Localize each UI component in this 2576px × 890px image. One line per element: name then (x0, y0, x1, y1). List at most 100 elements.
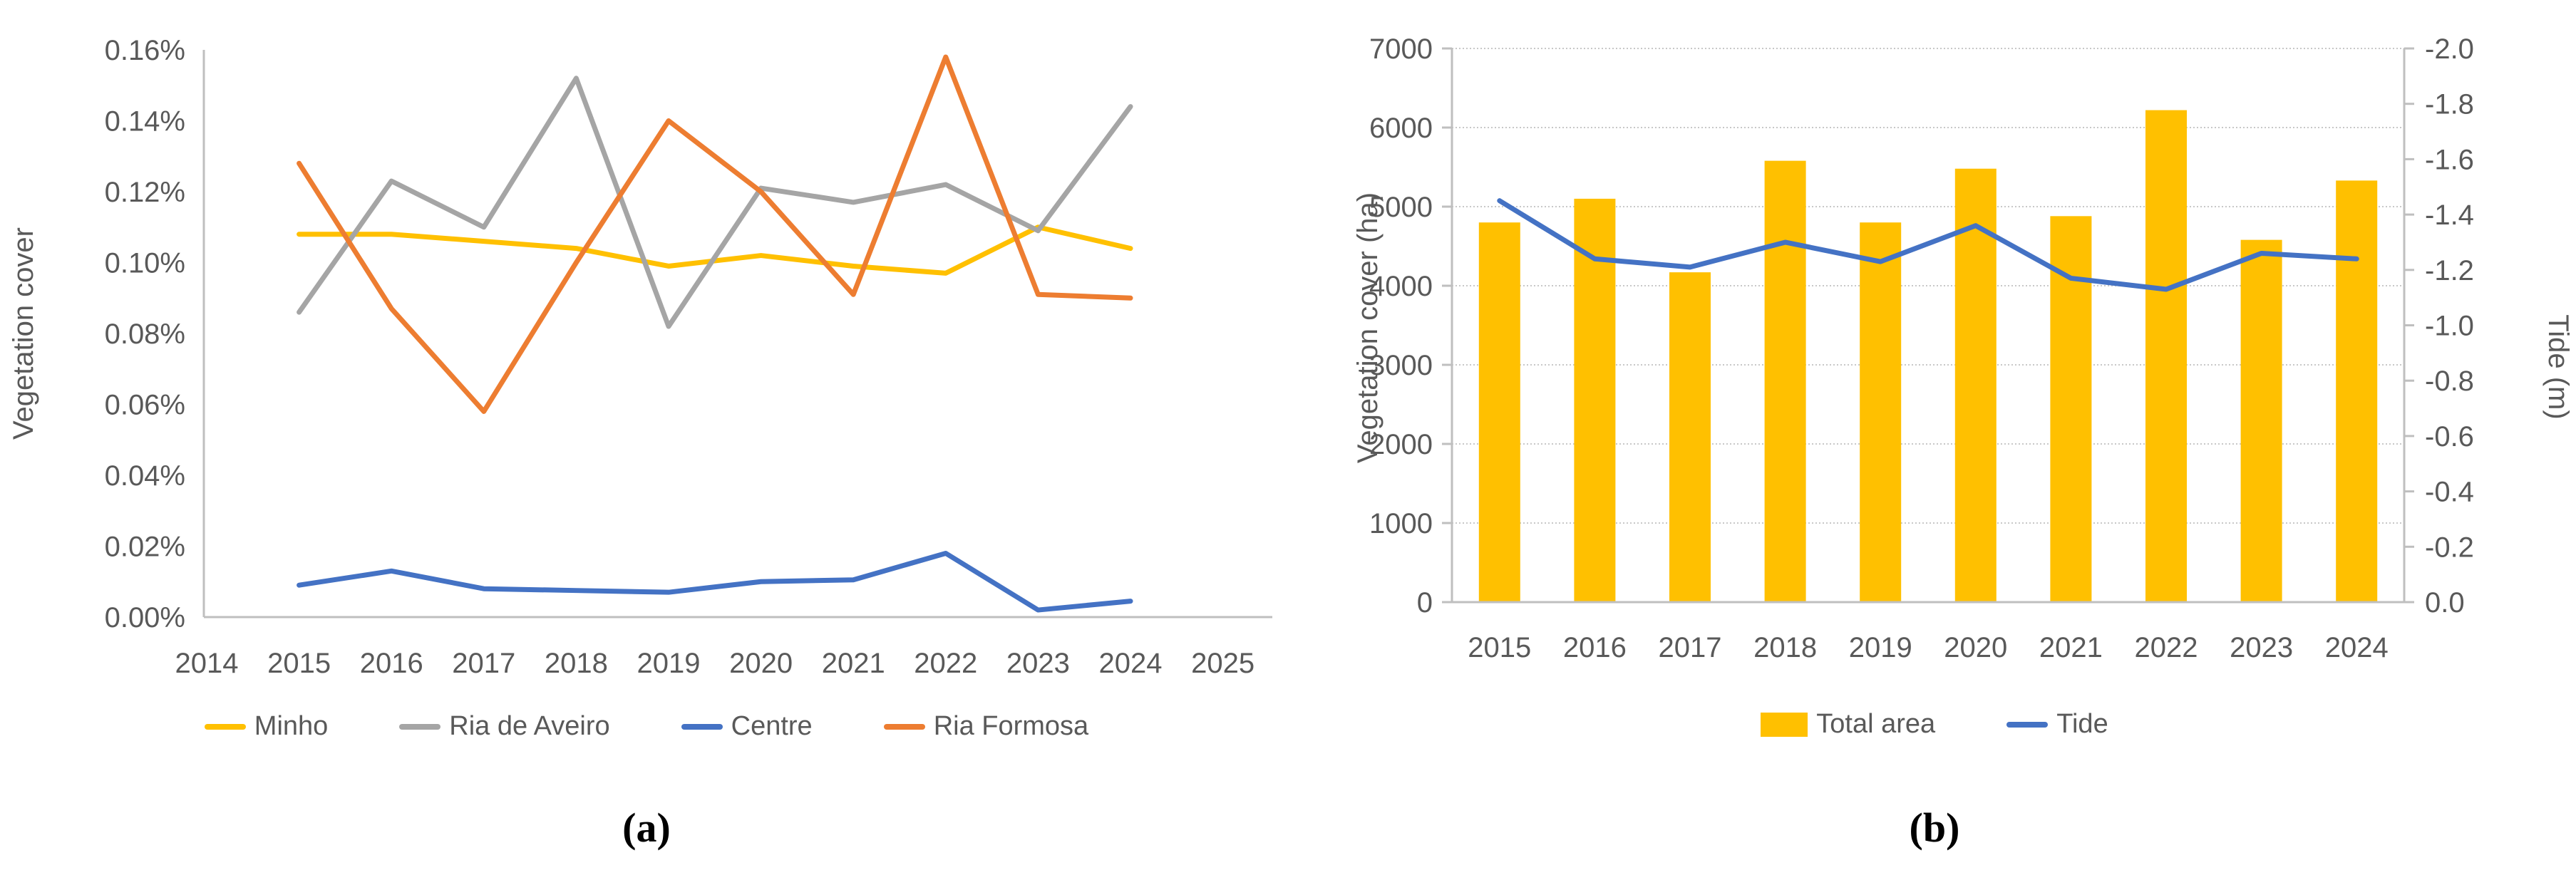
chart-b-plot: 7000 6000 5000 4000 3000 2000 1000 0 -2.0 -1.8 -1.… (1352, 33, 2574, 663)
right-axis-tick-label: -1.4 (2425, 200, 2474, 231)
x-axis-tick-label: 2015 (1468, 632, 1531, 663)
x-axis-tick-label: 2024 (2325, 632, 2389, 663)
bar-total-area (2145, 110, 2187, 602)
bar-total-area (1574, 198, 1616, 602)
legend-label: Ria Formosa (933, 711, 1089, 741)
x-axis-tick-label: 2016 (360, 648, 423, 679)
chart-b-tick-labels-group: 7000 6000 5000 4000 3000 2000 1000 0 -2.0 -1.8 -1.… (1369, 33, 2474, 663)
y-axis-tick-label: 0.12% (105, 177, 185, 208)
legend-label: Centre (731, 711, 813, 741)
x-axis-tick-label: 2020 (1944, 632, 2007, 663)
legend-item-total-area: Total area (1761, 709, 1935, 740)
right-axis-tick-label: -1.6 (2425, 144, 2474, 175)
chart-b-right-axis-title: Tide (m) (2542, 314, 2574, 419)
left-axis-tick-label: 5000 (1369, 192, 1433, 223)
left-axis-tick-label: 3000 (1369, 350, 1433, 381)
x-axis-tick-label: 2016 (1563, 632, 1627, 663)
chart-a-axes-group (202, 50, 1272, 619)
series-line-minho (297, 224, 1133, 276)
series-line-centre (297, 550, 1133, 613)
right-axis-tick-label: -0.6 (2425, 421, 2474, 452)
bar-total-area (2240, 239, 2282, 602)
left-axis-tick-label: 2000 (1369, 429, 1433, 460)
legend-item-ria-de-aveiro: Ria de Aveiro (399, 711, 610, 742)
right-axis-tick-label: -1.8 (2425, 89, 2474, 120)
legend-item-minho: Minho (204, 711, 329, 742)
total-area-swatch-icon (1761, 712, 1808, 737)
right-axis-tick-label: 0.0 (2425, 587, 2465, 619)
ria-formosa-swatch-icon (883, 723, 925, 730)
chart-b-line-group (1497, 198, 2359, 292)
legend-item-ria-formosa: Ria Formosa (883, 711, 1089, 742)
legend-label: Total area (1816, 709, 1936, 739)
legend-item-centre: Centre (681, 711, 813, 742)
chart-a-tick-labels-group: 0.16% 0.14% 0.12% 0.10% 0.08% 0.06% 0.04% 0.02%… (105, 35, 1255, 679)
y-axis-tick-label: 0.14% (105, 106, 185, 138)
chart-a-legend: Minho Ria de Aveiro Centre Ria Formosa (0, 711, 1293, 742)
x-axis-tick-label: 2018 (545, 648, 608, 679)
right-axis-tick-label: -0.2 (2425, 532, 2474, 563)
bar-total-area (1860, 222, 1902, 602)
x-axis-tick-label: 2022 (2135, 632, 2198, 663)
y-axis-tick-label: 0.10% (105, 248, 185, 279)
chart-b-left-axis-title: Vegetation cover (ha) (1352, 192, 1384, 463)
legend-label: Ria de Aveiro (449, 711, 610, 741)
left-axis-tick-label: 7000 (1369, 33, 1433, 65)
right-axis-tick-label: -1.2 (2425, 255, 2474, 286)
x-axis-tick-label: 2020 (729, 648, 793, 679)
centre-swatch-icon (681, 723, 723, 730)
x-axis-tick-label: 2014 (175, 648, 239, 679)
series-line-ria-de-aveiro (297, 76, 1133, 329)
chart-b-caption: (b) (1909, 804, 1960, 851)
chart-b-bars-group (1478, 110, 2378, 603)
x-axis-tick-label: 2019 (637, 648, 701, 679)
chart-b-axes-group (1442, 47, 2414, 604)
x-axis-tick-label: 2025 (1191, 648, 1254, 679)
y-axis-tick-label: 0.02% (105, 532, 185, 563)
chart-a-plot: 0.16% 0.14% 0.12% 0.10% 0.08% 0.06% 0.04% 0.02%… (8, 35, 1272, 679)
minho-swatch-icon (204, 723, 246, 730)
left-axis-tick-label: 4000 (1369, 271, 1433, 302)
series-line-ria-formosa (297, 54, 1133, 414)
x-axis-tick-label: 2015 (267, 648, 331, 679)
legend-label: Tide (2056, 709, 2108, 739)
y-axis-tick-label: 0.08% (105, 319, 185, 350)
right-axis-tick-label: -0.8 (2425, 366, 2474, 397)
x-axis-tick-label: 2017 (452, 648, 515, 679)
x-axis-tick-label: 2022 (914, 648, 977, 679)
y-axis-tick-label: 0.16% (105, 35, 185, 66)
y-axis-tick-label: 0.00% (105, 602, 185, 633)
chart-a-panel: 0.16% 0.14% 0.12% 0.10% 0.08% 0.06% 0.04% 0.02%… (0, 35, 1293, 851)
x-axis-tick-label: 2019 (1849, 632, 1912, 663)
chart-a-caption: (a) (622, 804, 671, 851)
legend-label: Minho (254, 711, 329, 741)
bar-total-area (1478, 222, 1520, 602)
ria-de-aveiro-swatch-icon (399, 723, 441, 730)
x-axis-tick-label: 2018 (1753, 632, 1817, 663)
x-axis-tick-label: 2023 (2230, 632, 2293, 663)
tide-swatch-icon (2006, 721, 2049, 728)
chart-a-series-group (297, 54, 1133, 613)
y-axis-tick-label: 0.06% (105, 390, 185, 421)
x-axis-tick-label: 2021 (2039, 632, 2103, 663)
chart-b-panel: 7000 6000 5000 4000 3000 2000 1000 0 -2.0 -1.8 -1.… (1293, 0, 2576, 890)
x-axis-tick-label: 2024 (1099, 648, 1163, 679)
bar-total-area (2050, 216, 2092, 602)
bar-total-area (2336, 180, 2378, 602)
bar-total-area (1669, 272, 1711, 602)
bar-total-area (1764, 160, 1806, 602)
left-axis-tick-label: 0 (1417, 587, 1433, 619)
y-axis-tick-label: 0.04% (105, 460, 185, 492)
series-line-tide (1497, 198, 2359, 292)
x-axis-tick-label: 2023 (1006, 648, 1070, 679)
left-axis-tick-label: 6000 (1369, 113, 1433, 144)
right-axis-tick-label: -0.4 (2425, 477, 2474, 508)
right-axis-tick-label: -1.0 (2425, 311, 2474, 342)
x-axis-tick-label: 2017 (1659, 632, 1722, 663)
chart-a-y-axis-title: Vegetation cover (8, 227, 39, 440)
left-axis-tick-label: 1000 (1369, 508, 1433, 539)
x-axis-tick-label: 2021 (822, 648, 885, 679)
right-axis-tick-label: -2.0 (2425, 33, 2474, 65)
bar-total-area (1954, 168, 1997, 603)
legend-item-tide: Tide (2006, 709, 2108, 740)
